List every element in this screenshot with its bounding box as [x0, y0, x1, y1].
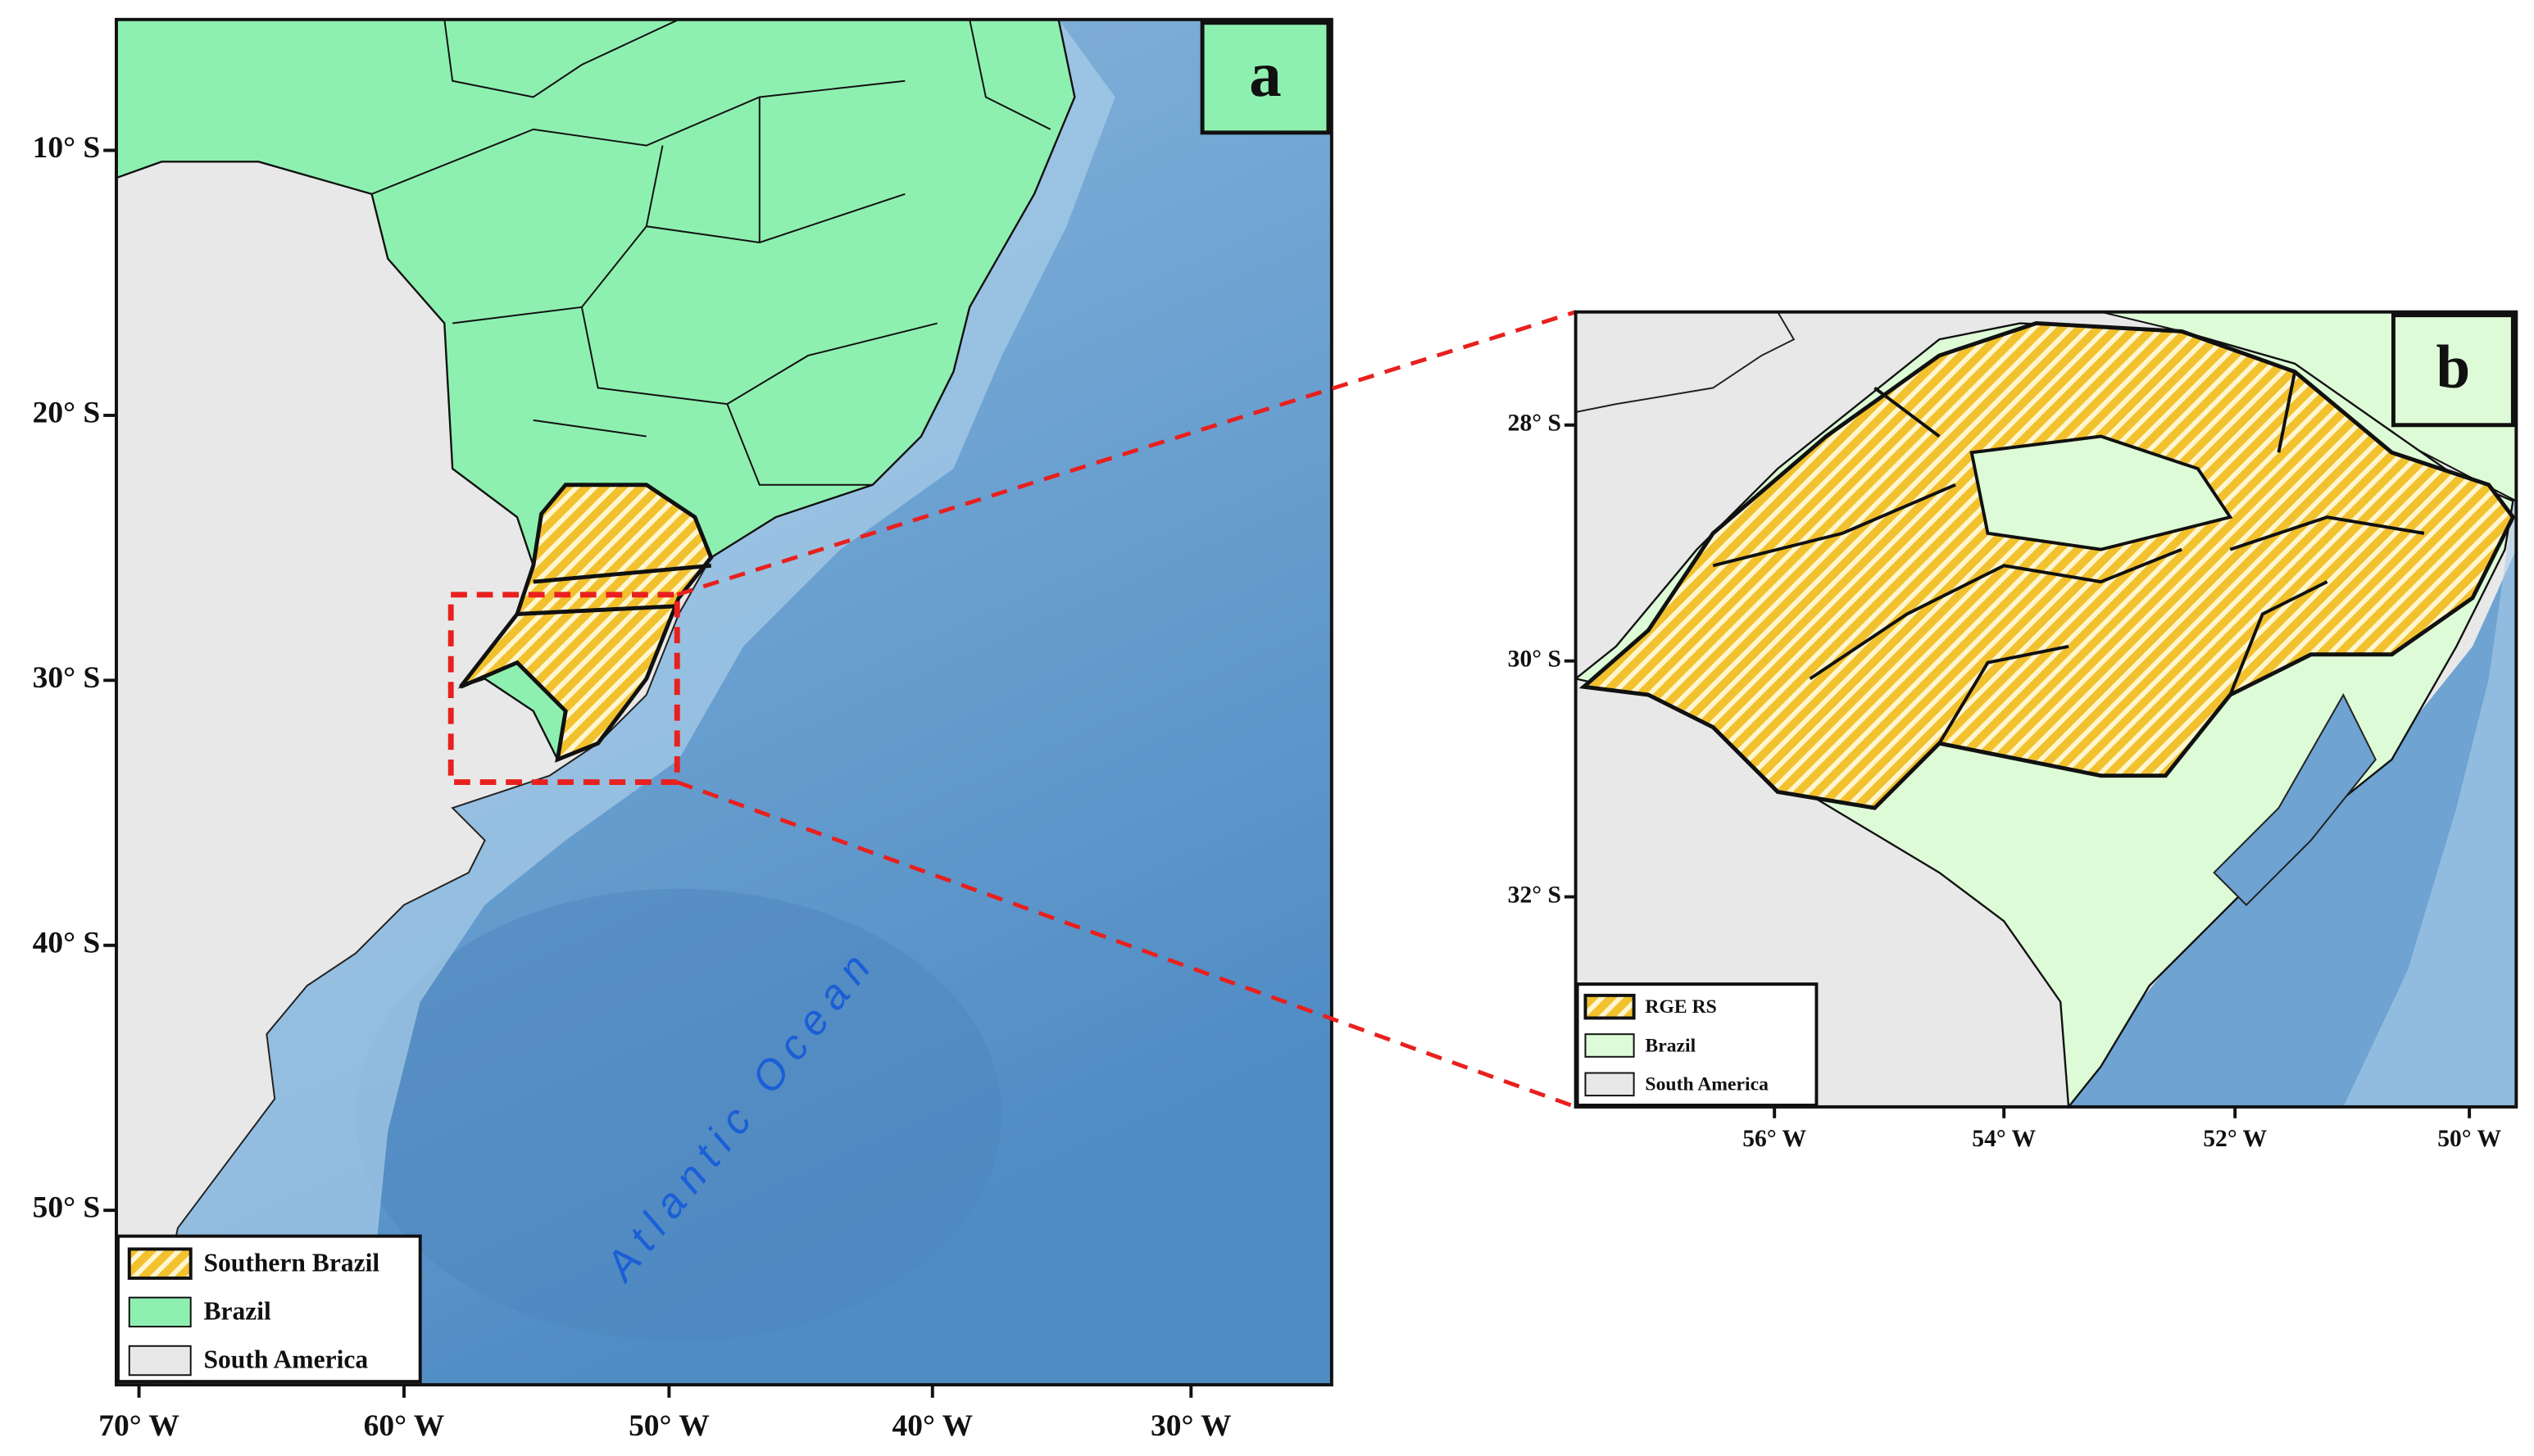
- lat-label: 20° S: [33, 397, 101, 430]
- lon-label: 70° W: [98, 1409, 179, 1443]
- zoom-lines: [676, 310, 1577, 1109]
- lat-label: 28° S: [1508, 410, 1561, 437]
- legend-label: Brazil: [203, 1297, 271, 1326]
- lon-label: 50° W: [2437, 1126, 2501, 1152]
- map-b: [1575, 311, 2517, 1107]
- legend-label: Brazil: [1645, 1035, 1696, 1056]
- lat-label: 30° S: [1508, 646, 1561, 672]
- lon-label: 60° W: [364, 1409, 445, 1443]
- lon-label: 56° W: [1742, 1126, 1806, 1152]
- lat-label: 10° S: [33, 131, 101, 165]
- lat-ticks-b: 28° S 30° S 32° S: [1508, 410, 1576, 908]
- lon-label: 54° W: [1972, 1126, 2036, 1152]
- lon-ticks-b: 56° W 54° W 52° W 50° W: [1742, 1106, 2501, 1152]
- zoom-box: [447, 592, 680, 786]
- frame-a: [115, 17, 1333, 1387]
- lon-label: 50° W: [629, 1409, 710, 1443]
- lon-label: 52° W: [2203, 1126, 2267, 1152]
- lat-label: 50° S: [33, 1191, 101, 1225]
- map-a: [116, 19, 1332, 1386]
- panel-label: b: [2436, 333, 2471, 401]
- lat-label: 40° S: [33, 926, 101, 959]
- lon-label: 40° W: [892, 1409, 974, 1443]
- panel-box: [1200, 20, 1331, 135]
- frame-b: [1574, 310, 2518, 1109]
- lat-ticks-a: 10° S 20° S 30° S 40° S 50° S: [33, 131, 116, 1225]
- legend-label: RGE RS: [1645, 996, 1716, 1018]
- legend-a: Southern Brazil Brazil South America: [116, 1234, 422, 1384]
- legend-label: Southern Brazil: [203, 1248, 379, 1277]
- lon-label: 30° W: [1151, 1409, 1232, 1443]
- legend-label: South America: [203, 1345, 368, 1374]
- legend-b: RGE RS Brazil South America: [1575, 982, 1819, 1107]
- panel-box: [2391, 313, 2515, 428]
- lon-ticks-a: 70° W 60° W 50° W 40° W 30° W: [98, 1385, 1232, 1443]
- lat-label: 30° S: [33, 661, 101, 695]
- lat-label: 32° S: [1508, 882, 1561, 908]
- legend-label: South America: [1645, 1074, 1769, 1095]
- panel-label: a: [1249, 39, 1281, 111]
